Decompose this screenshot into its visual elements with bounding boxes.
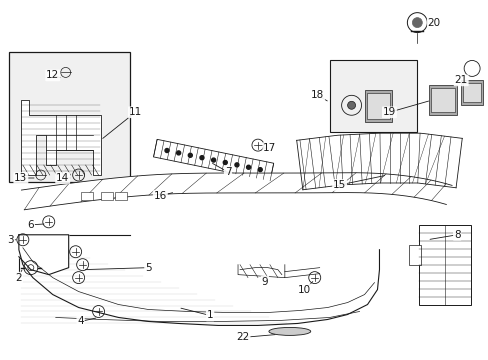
Bar [366, 93, 389, 119]
Bar [419, 225, 470, 305]
Circle shape [211, 158, 215, 162]
Polygon shape [19, 235, 68, 275]
Text: 9: 9 [261, 276, 268, 287]
Bar [329, 60, 416, 132]
Circle shape [234, 163, 239, 167]
Text: 22: 22 [236, 332, 249, 342]
Bar [460, 80, 482, 105]
Text: 8: 8 [453, 230, 460, 240]
Bar [364, 90, 392, 122]
Polygon shape [296, 133, 461, 190]
Circle shape [176, 151, 180, 155]
Text: 17: 17 [263, 143, 276, 153]
Text: 11: 11 [128, 107, 142, 117]
Bar [115, 192, 127, 200]
Polygon shape [153, 139, 273, 181]
Text: 10: 10 [298, 284, 311, 294]
Text: 5: 5 [145, 263, 151, 273]
Text: 21: 21 [454, 75, 467, 85]
Bar [81, 192, 92, 200]
Text: 16: 16 [153, 191, 166, 201]
Text: 20: 20 [427, 18, 440, 28]
Text: 7: 7 [224, 167, 231, 177]
Text: 14: 14 [56, 173, 69, 183]
Bar [462, 84, 480, 102]
Circle shape [246, 165, 250, 169]
Polygon shape [21, 100, 101, 175]
Text: 18: 18 [310, 90, 324, 100]
Circle shape [223, 161, 227, 165]
Text: 19: 19 [382, 107, 395, 117]
Text: 3: 3 [8, 235, 14, 245]
Bar [428, 85, 456, 115]
Text: 1: 1 [206, 310, 213, 320]
Circle shape [258, 168, 262, 172]
Bar [408, 245, 421, 265]
Circle shape [200, 156, 203, 160]
Circle shape [347, 101, 355, 109]
Polygon shape [21, 173, 451, 210]
Text: 15: 15 [332, 180, 346, 190]
Bar [430, 88, 454, 112]
Text: 12: 12 [46, 71, 59, 80]
Text: 13: 13 [14, 173, 27, 183]
Text: 6: 6 [27, 220, 34, 230]
Ellipse shape [268, 328, 310, 336]
Bar [101, 192, 112, 200]
Bar [9, 53, 130, 182]
Circle shape [188, 153, 192, 157]
Text: 4: 4 [77, 316, 84, 327]
Circle shape [164, 149, 169, 153]
Text: 2: 2 [16, 273, 22, 283]
Circle shape [411, 18, 422, 28]
